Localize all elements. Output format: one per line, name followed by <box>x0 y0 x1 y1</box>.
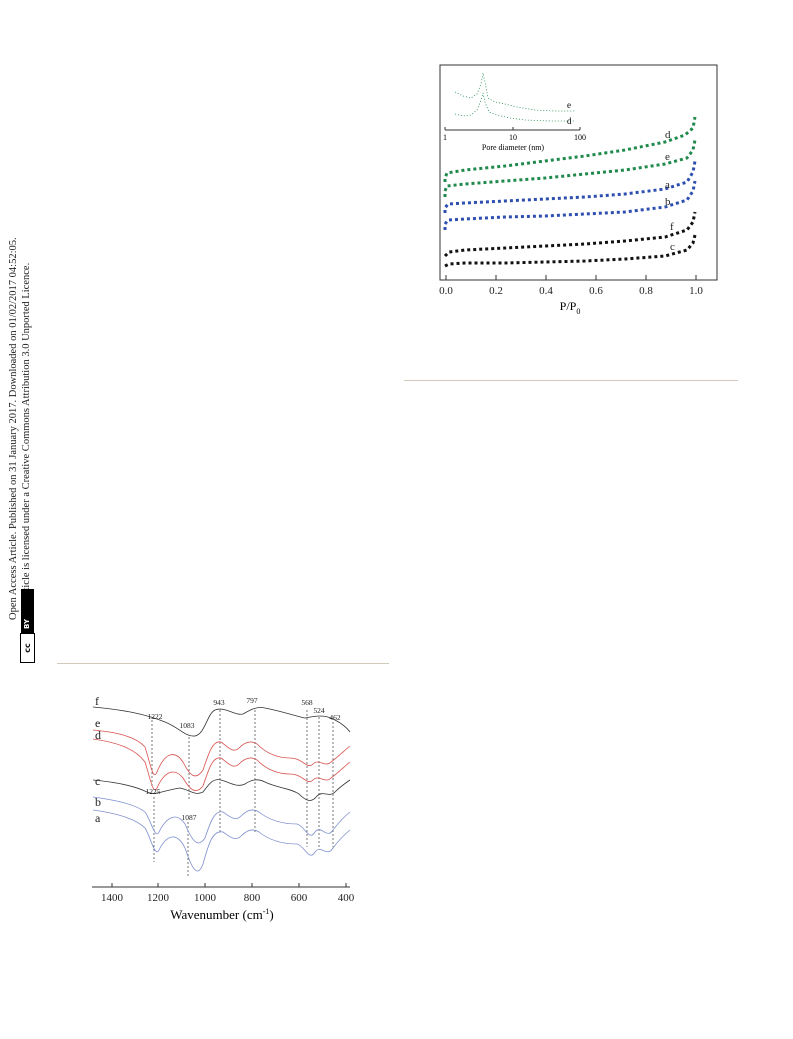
cc-by-badge[interactable]: cc BY <box>20 589 35 663</box>
inset-curve-e <box>454 72 575 112</box>
isotherm-label-b: b <box>665 196 671 208</box>
ftir-tick-3: 800 <box>244 892 261 904</box>
isotherm-tick-5: 1.0 <box>689 285 703 297</box>
ftir-peak-524: 524 <box>313 706 325 715</box>
ftir-label-b: b <box>95 795 101 809</box>
isotherm-curve-f <box>443 211 697 258</box>
ftir-peak-943: 943 <box>213 698 225 707</box>
ftir-tick-1: 1200 <box>147 892 170 904</box>
ftir-label-d: d <box>95 728 101 742</box>
isotherm-tick-2: 0.4 <box>539 285 553 297</box>
isotherm-curve-a <box>443 160 697 213</box>
isotherm-label-c: c <box>670 241 675 253</box>
ftir-xlabel: Wavenumber (cm-1) <box>170 907 273 922</box>
isotherm-xlabel: P/P0 <box>560 299 581 316</box>
cc-icon: cc <box>20 633 35 663</box>
ftir-label-e: e <box>95 716 100 730</box>
isotherm-tick-4: 0.8 <box>639 285 653 297</box>
ftir-spectrum-e <box>92 729 351 777</box>
by-icon: BY <box>21 589 34 633</box>
inset-xlabel: Pore diameter (nm) <box>482 143 545 152</box>
ftir-x-ticks <box>111 883 347 887</box>
by-label: BY <box>23 618 31 629</box>
ftir-peak-797: 797 <box>246 696 258 705</box>
ftir-peak-1087: 1087 <box>182 813 197 822</box>
divider-right <box>404 380 738 381</box>
isotherm-curve-d <box>443 116 697 182</box>
inset-label-d: d <box>567 116 572 126</box>
ftir-tick-0: 1400 <box>101 892 124 904</box>
inset-tick-2: 100 <box>574 133 586 142</box>
inset-label-e: e <box>567 100 571 110</box>
licence-notice[interactable]: This article is licensed under a Creativ… <box>21 263 32 620</box>
inset-curve-d <box>454 92 575 122</box>
licence-text[interactable]: This article is licensed under a Creativ… <box>21 262 32 620</box>
ftir-tick-5: 400 <box>338 892 355 904</box>
ftir-spectrum-a <box>92 809 351 872</box>
isotherm-figure: 0.0 0.2 0.4 0.6 0.8 1.0 P/P0 1 10 100 Po… <box>439 64 718 316</box>
isotherm-tick-0: 0.0 <box>439 285 453 297</box>
ftir-spectrum-b <box>92 796 351 844</box>
ftir-peak-568: 568 <box>301 698 313 707</box>
ftir-tick-4: 600 <box>291 892 308 904</box>
ftir-spectrum-c <box>92 779 351 801</box>
ftir-peak-1083: 1083 <box>180 721 195 730</box>
ftir-spectrum-d <box>92 738 351 791</box>
ftir-peak-1222: 1222 <box>148 712 163 721</box>
isotherm-curve-c <box>444 234 697 268</box>
isotherm-x-ticks <box>445 275 697 280</box>
ftir-label-a: a <box>95 811 101 825</box>
isotherm-tick-1: 0.2 <box>489 285 503 297</box>
inset-tick-1: 10 <box>509 133 517 142</box>
ftir-peak-1225: 1225 <box>146 787 161 796</box>
isotherm-curve-b <box>443 180 697 230</box>
inset-tick-0: 1 <box>443 133 447 142</box>
isotherm-frame <box>439 64 718 281</box>
licence-sidebar: Open Access Article. Published on 31 Jan… <box>2 195 42 665</box>
isotherm-label-e: e <box>665 151 670 163</box>
isotherm-label-d: d <box>665 129 671 141</box>
ftir-peak-462: 462 <box>329 713 341 722</box>
isotherm-label-a: a <box>665 179 670 191</box>
divider-left <box>57 663 389 664</box>
pore-size-inset: 1 10 100 Pore diameter (nm) e d <box>443 72 586 152</box>
access-notice: Open Access Article. Published on 31 Jan… <box>8 237 19 620</box>
ftir-figure: 1400 1200 1000 800 600 400 Wavenumber (c… <box>92 694 355 922</box>
isotherm-tick-3: 0.6 <box>589 285 603 297</box>
isotherm-label-f: f <box>670 221 674 233</box>
ftir-label-f: f <box>95 694 99 708</box>
ftir-label-c: c <box>95 774 100 788</box>
ftir-spectrum-f <box>92 706 351 737</box>
cc-label: cc <box>23 643 32 653</box>
ftir-tick-2: 1000 <box>194 892 217 904</box>
